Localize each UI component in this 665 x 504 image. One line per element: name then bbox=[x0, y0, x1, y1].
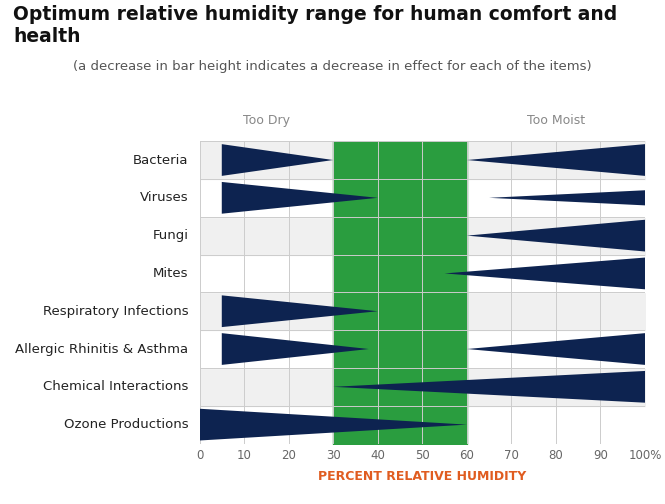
Polygon shape bbox=[222, 295, 378, 327]
Polygon shape bbox=[222, 333, 369, 365]
X-axis label: PERCENT RELATIVE HUMIDITY: PERCENT RELATIVE HUMIDITY bbox=[318, 470, 527, 483]
Text: Too Dry: Too Dry bbox=[243, 114, 290, 127]
Polygon shape bbox=[489, 191, 645, 206]
Polygon shape bbox=[222, 144, 333, 176]
Text: Ozone Productions: Ozone Productions bbox=[64, 418, 188, 431]
Text: Optimum relative humidity range for human comfort and health: Optimum relative humidity range for huma… bbox=[13, 5, 618, 46]
Text: Too Moist: Too Moist bbox=[527, 114, 585, 127]
Text: Viruses: Viruses bbox=[140, 192, 188, 204]
Text: Mites: Mites bbox=[153, 267, 188, 280]
Polygon shape bbox=[467, 333, 645, 365]
Text: Chemical Interactions: Chemical Interactions bbox=[43, 381, 188, 393]
Polygon shape bbox=[222, 182, 378, 214]
Text: (a decrease in bar height indicates a decrease in effect for each of the items): (a decrease in bar height indicates a de… bbox=[73, 60, 592, 74]
Text: Bacteria: Bacteria bbox=[133, 154, 188, 166]
Polygon shape bbox=[467, 220, 645, 251]
Text: Respiratory Infections: Respiratory Infections bbox=[43, 305, 188, 318]
Text: HEALTHY ZONE: HEALTHY ZONE bbox=[347, 114, 453, 127]
Text: Fungi: Fungi bbox=[152, 229, 188, 242]
Polygon shape bbox=[200, 409, 467, 440]
Polygon shape bbox=[467, 144, 645, 176]
Polygon shape bbox=[445, 258, 645, 289]
Text: Allergic Rhinitis & Asthma: Allergic Rhinitis & Asthma bbox=[15, 343, 188, 355]
Polygon shape bbox=[333, 371, 645, 403]
